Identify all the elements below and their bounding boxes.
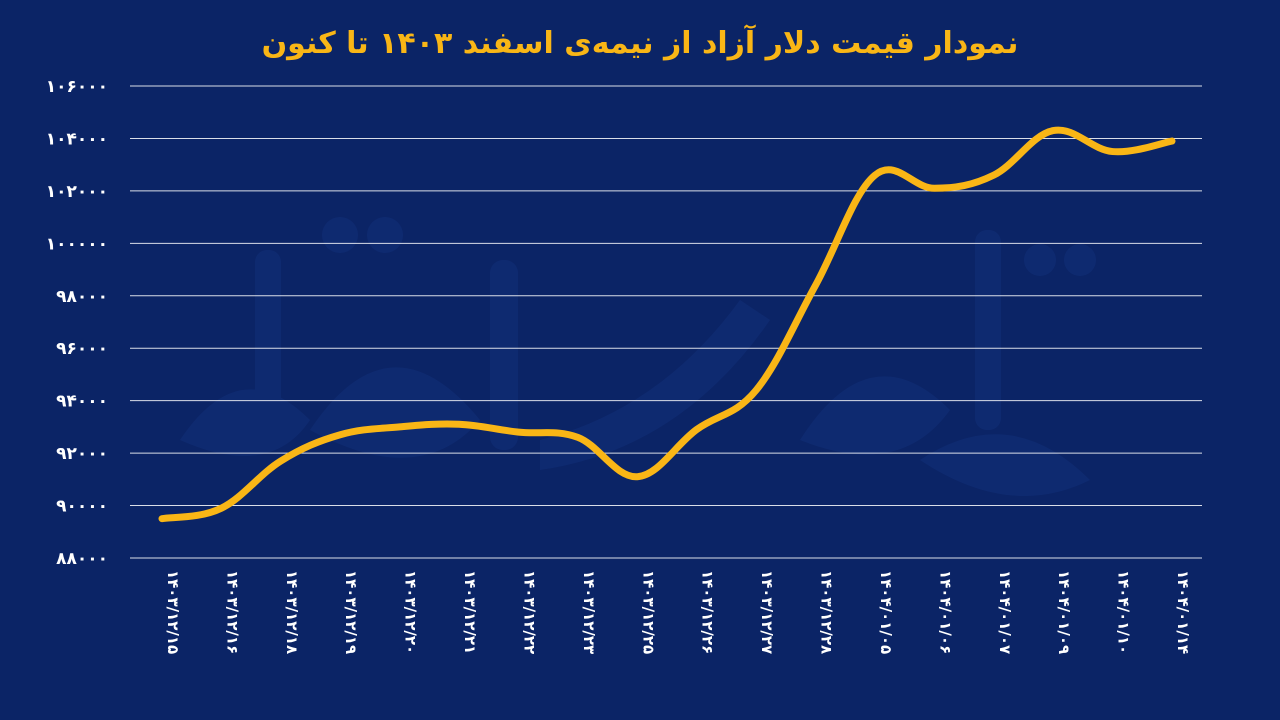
x-tick-label: ۱۴۰۳/۱۲/۱۵ — [164, 570, 182, 654]
y-tick-label: ۹۲۰۰۰ — [56, 444, 108, 464]
y-tick-label: ۹۸۰۰۰ — [56, 287, 108, 307]
series-layer — [158, 126, 1176, 523]
y-tick-label: ۸۸۰۰۰ — [56, 549, 108, 569]
x-tick-label: ۱۴۰۳/۱۲/۲۵ — [639, 570, 657, 654]
x-tick-label: ۱۴۰۳/۱۲/۲۶ — [699, 570, 717, 654]
x-tick-label: ۱۴۰۴/۰۱/۱۴ — [1174, 570, 1192, 654]
x-tick-label: ۱۴۰۳/۱۲/۱۹ — [342, 570, 360, 654]
x-axis: ۱۴۰۳/۱۲/۱۵ ۱۴۰۳/۱۲/۱۶ ۱۴۰۳/۱۲/۱۸ ۱۴۰۳/۱۲/۱۹… — [164, 570, 1192, 654]
x-tick-label: ۱۴۰۳/۱۲/۲۰ — [402, 570, 420, 654]
watermark-logo — [180, 217, 1096, 496]
x-tick-label: ۱۴۰۳/۱۲/۲۱ — [461, 570, 479, 654]
x-tick-label: ۱۴۰۴/۰۱/۰۶ — [936, 570, 954, 654]
grid-layer — [130, 85, 1202, 559]
x-tick-label: ۱۴۰۳/۱۲/۲۷ — [758, 570, 776, 654]
y-tick-label: ۹۴۰۰۰ — [56, 392, 108, 412]
x-tick-label: ۱۴۰۴/۰۱/۰۷ — [996, 570, 1014, 654]
y-tick-label: ۹۶۰۰۰ — [56, 339, 108, 359]
series-line — [158, 126, 1176, 523]
y-tick-label: ۱۰۶۰۰۰ — [46, 77, 108, 97]
x-tick-label: ۱۴۰۴/۰۱/۱۰ — [1115, 570, 1133, 654]
y-tick-label: ۱۰۰۰۰۰ — [46, 234, 108, 254]
y-tick-label: ۹۰۰۰۰ — [56, 497, 108, 517]
x-tick-label: ۱۴۰۴/۰۱/۰۹ — [1055, 570, 1073, 654]
y-axis: ۸۸۰۰۰ ۹۰۰۰۰ ۹۲۰۰۰ ۹۴۰۰۰ ۹۶۰۰۰ ۹۸۰۰۰ ۱۰۰۰۰۰ ۱۰۲۰… — [46, 77, 108, 569]
x-tick-label: ۱۴۰۴/۰۱/۰۵ — [877, 570, 895, 654]
chart-title: نمودار قیمت دلار آزاد از نیمه‌ی اسفند ۱۴… — [261, 26, 1019, 61]
x-tick-label: ۱۴۰۳/۱۲/۱۶ — [223, 570, 241, 654]
y-tick-label: ۱۰۴۰۰۰ — [46, 129, 108, 149]
y-tick-label: ۱۰۲۰۰۰ — [46, 182, 108, 202]
x-tick-label: ۱۴۰۳/۱۲/۱۸ — [283, 570, 301, 654]
x-tick-label: ۱۴۰۳/۱۲/۲۳ — [580, 570, 598, 654]
x-tick-label: ۱۴۰۳/۱۲/۲۸ — [818, 570, 836, 654]
x-tick-label: ۱۴۰۳/۱۲/۲۲ — [520, 570, 538, 654]
